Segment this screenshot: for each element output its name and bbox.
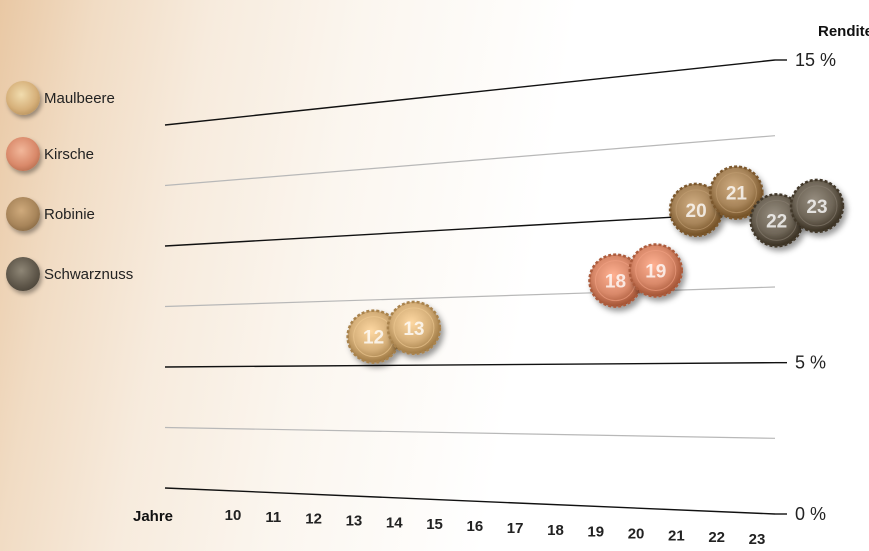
wood-slice-icon [6,197,40,231]
x-tick-label: 20 [628,525,645,542]
data-point: 13 [386,300,442,356]
wood-slice-icon [6,81,40,115]
data-label: 18 [605,272,626,293]
data-point: 23 [789,178,845,234]
major-gridline [164,59,776,126]
minor-gridline [164,426,776,439]
x-tick-label: 12 [305,511,322,528]
wood-slice-marker [789,178,845,234]
x-tick-label: 10 [225,507,242,524]
x-tick-label: 15 [426,516,443,533]
y-tick-label: 15 % [795,50,836,70]
wood-slice-marker [709,165,764,220]
growth-ring [715,172,757,214]
wood-slice-marker [386,300,442,356]
minor-gridline [164,286,776,308]
y-tick-label: 5 % [795,353,826,373]
legend-label: Maulbeere [44,89,115,107]
wood-slice-icon [6,257,40,291]
data-point: 22 [749,193,804,248]
data-label: 21 [726,184,748,205]
minor-gridline [164,135,776,187]
growth-ring [393,307,435,349]
x-tick-label: 18 [547,522,564,539]
x-tick-label: 21 [668,527,685,544]
legend: Maulbeere Kirsche Robinie Schwarznuss [6,80,186,300]
growth-ring [796,185,838,227]
wood-slice-icon [6,137,40,171]
x-tick-label: 14 [386,514,403,531]
x-tick-label: 19 [587,524,604,541]
legend-label: Schwarznuss [44,265,134,283]
data-label: 13 [403,319,424,340]
data-point: 19 [628,243,684,298]
data-points: 12 13 18 19 20 21 22 23 [346,165,845,364]
y-tick-label: 0 % [795,504,826,524]
x-tick-label: 23 [749,531,766,548]
y-axis-title: Rendite [818,23,869,40]
x-tick-label: 11 [265,509,281,526]
x-tick-label: 17 [507,520,524,537]
wood-slice-marker [628,243,684,298]
gridlines [164,59,787,515]
data-label: 22 [766,211,787,232]
data-point: 18 [588,253,643,308]
data-point: 21 [709,165,764,220]
x-tick-label: 13 [346,513,363,530]
x-tick-label: 16 [467,518,484,535]
major-gridline [164,487,776,515]
legend-item-maulbeere: Maulbeere [6,80,115,116]
data-point: 20 [668,182,724,238]
legend-item-robinie: Robinie [6,196,95,232]
legend-item-kirsche: Kirsche [6,136,94,172]
x-tick-label: 22 [708,529,725,546]
data-label: 20 [686,201,707,222]
x-tick-labels: 10 11 12 13 14 15 16 17 18 19 20 21 22 23 [225,507,766,548]
legend-item-schwarznuss: Schwarznuss [6,256,133,292]
data-label: 12 [363,328,384,349]
major-gridline [164,361,776,368]
y-tick-labels: 0 %5 %10 %15 % [795,50,836,524]
x-axis-title: Jahre [133,508,173,525]
legend-label: Kirsche [44,145,95,163]
legend-label: Robinie [44,205,95,223]
growth-ring [635,249,677,291]
data-label: 19 [645,261,666,282]
data-label: 23 [806,197,827,218]
